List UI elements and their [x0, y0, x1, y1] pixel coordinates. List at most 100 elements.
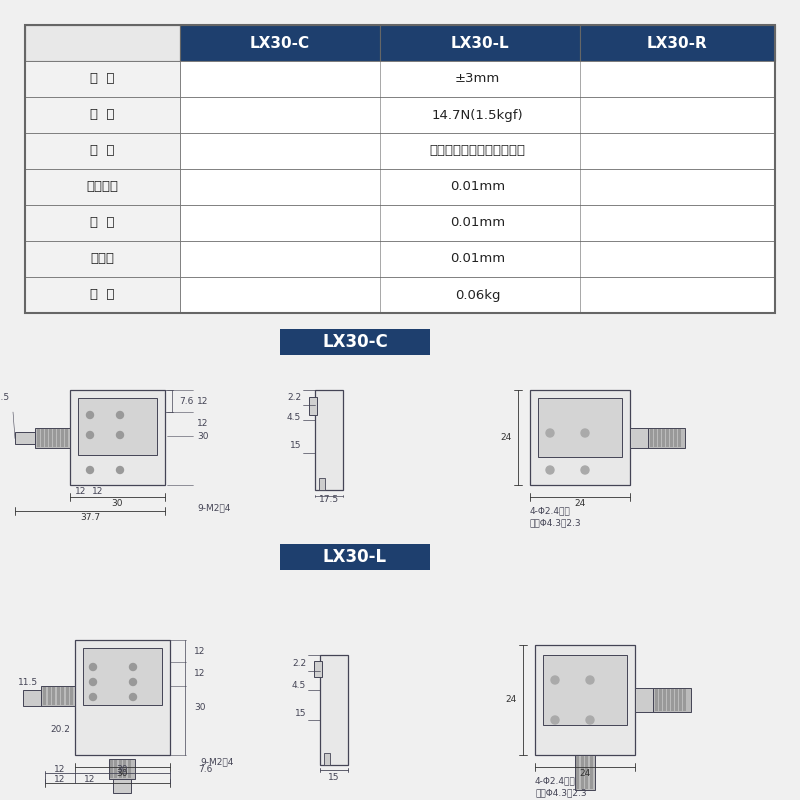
Circle shape — [117, 411, 123, 418]
Text: 11.5: 11.5 — [0, 394, 10, 402]
Bar — [630, 427, 648, 447]
Bar — [41, 686, 75, 706]
Bar — [25, 25, 180, 61]
Bar — [320, 655, 348, 765]
Bar — [113, 779, 130, 793]
Text: 12: 12 — [92, 487, 104, 497]
Text: 精  度: 精 度 — [90, 217, 114, 230]
Text: 0.01mm: 0.01mm — [450, 181, 505, 194]
Bar — [635, 688, 653, 712]
Text: 沉头Φ4.3深2.3: 沉头Φ4.3深2.3 — [530, 518, 582, 527]
Text: LX30-R: LX30-R — [647, 35, 708, 50]
Bar — [180, 61, 775, 97]
Bar — [180, 97, 775, 133]
Text: 0.01mm: 0.01mm — [450, 253, 505, 266]
Text: 9-M2深4: 9-M2深4 — [200, 758, 234, 766]
Bar — [45, 429, 47, 446]
Circle shape — [117, 431, 123, 438]
Bar — [65, 429, 67, 446]
Bar — [653, 688, 691, 712]
Text: 4.5: 4.5 — [286, 414, 301, 422]
Bar — [57, 429, 59, 446]
Bar — [180, 277, 775, 313]
Bar — [41, 429, 43, 446]
Bar — [655, 689, 658, 711]
Text: 12: 12 — [54, 774, 66, 783]
Text: 重  量: 重 量 — [90, 289, 114, 302]
Text: LX30-C: LX30-C — [322, 333, 388, 351]
Bar — [47, 686, 50, 705]
Text: 11.5: 11.5 — [18, 678, 38, 687]
Text: 平行度: 平行度 — [90, 253, 114, 266]
Bar — [35, 427, 70, 447]
Bar — [543, 655, 627, 725]
Bar — [585, 756, 588, 789]
Text: 30: 30 — [197, 432, 209, 442]
Bar — [25, 61, 180, 97]
Bar — [314, 661, 322, 677]
Bar — [61, 429, 63, 446]
Circle shape — [586, 676, 594, 684]
Text: 24: 24 — [506, 695, 517, 705]
Bar — [52, 686, 55, 705]
Circle shape — [130, 663, 137, 670]
Bar — [663, 689, 666, 711]
Bar — [538, 398, 622, 457]
Bar — [319, 478, 325, 490]
Bar — [114, 760, 117, 778]
Circle shape — [130, 678, 137, 686]
Bar — [671, 689, 674, 711]
Bar — [25, 205, 180, 241]
Text: 15: 15 — [290, 441, 301, 450]
Bar — [53, 429, 55, 446]
Bar — [109, 759, 134, 779]
Circle shape — [90, 663, 97, 670]
Text: 2.2: 2.2 — [287, 394, 301, 402]
Bar — [535, 645, 635, 755]
Circle shape — [551, 716, 559, 724]
Bar — [648, 427, 685, 447]
Text: 行  程: 行 程 — [90, 73, 114, 86]
Text: 4.5: 4.5 — [292, 681, 306, 690]
Text: 7.6: 7.6 — [179, 397, 194, 406]
Bar — [678, 429, 681, 446]
Bar — [118, 760, 122, 778]
Circle shape — [581, 466, 589, 474]
Bar — [78, 398, 157, 455]
Bar — [110, 760, 113, 778]
Text: 37.7: 37.7 — [80, 514, 100, 522]
Bar — [23, 690, 41, 706]
Text: 30: 30 — [117, 770, 128, 778]
Bar — [70, 390, 165, 485]
Bar — [654, 429, 657, 446]
Bar — [315, 390, 343, 490]
Text: 12: 12 — [197, 397, 208, 406]
Bar — [25, 169, 180, 205]
Text: 12: 12 — [197, 419, 208, 429]
Bar — [180, 25, 380, 61]
Text: LX30-L: LX30-L — [450, 35, 510, 50]
Circle shape — [130, 694, 137, 701]
Bar — [658, 429, 661, 446]
Text: 12: 12 — [194, 670, 206, 678]
Bar — [666, 429, 669, 446]
Bar — [66, 686, 69, 705]
Circle shape — [546, 429, 554, 437]
Circle shape — [86, 466, 94, 474]
Bar — [659, 689, 662, 711]
Bar — [43, 686, 46, 705]
Bar — [25, 241, 180, 277]
Bar — [61, 686, 64, 705]
Text: 17.5: 17.5 — [319, 495, 339, 505]
Text: 30: 30 — [117, 765, 128, 774]
Bar — [670, 429, 673, 446]
Text: 30: 30 — [112, 499, 123, 509]
Bar — [57, 686, 59, 705]
Text: 2.2: 2.2 — [292, 658, 306, 667]
Bar — [667, 689, 670, 711]
Bar — [679, 689, 682, 711]
Text: 24: 24 — [501, 433, 512, 442]
Bar — [25, 133, 180, 169]
Text: ±3mm: ±3mm — [455, 73, 500, 86]
Text: 12: 12 — [75, 487, 86, 497]
